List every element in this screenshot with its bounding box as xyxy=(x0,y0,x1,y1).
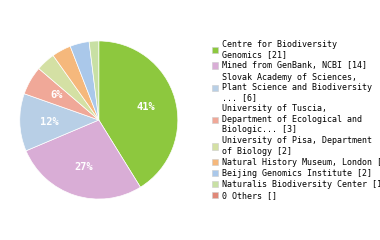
Text: 6%: 6% xyxy=(50,90,63,101)
Wedge shape xyxy=(26,120,140,199)
Text: 12%: 12% xyxy=(40,116,59,126)
Wedge shape xyxy=(53,46,99,120)
Wedge shape xyxy=(89,41,99,120)
Legend: Centre for Biodiversity
Genomics [21], Mined from GenBank, NCBI [14], Slovak Aca: Centre for Biodiversity Genomics [21], M… xyxy=(212,40,380,200)
Wedge shape xyxy=(24,69,99,120)
Wedge shape xyxy=(20,94,99,151)
Text: 41%: 41% xyxy=(136,102,155,112)
Wedge shape xyxy=(39,55,99,120)
Wedge shape xyxy=(99,41,178,187)
Text: 27%: 27% xyxy=(74,162,93,172)
Wedge shape xyxy=(70,42,99,120)
